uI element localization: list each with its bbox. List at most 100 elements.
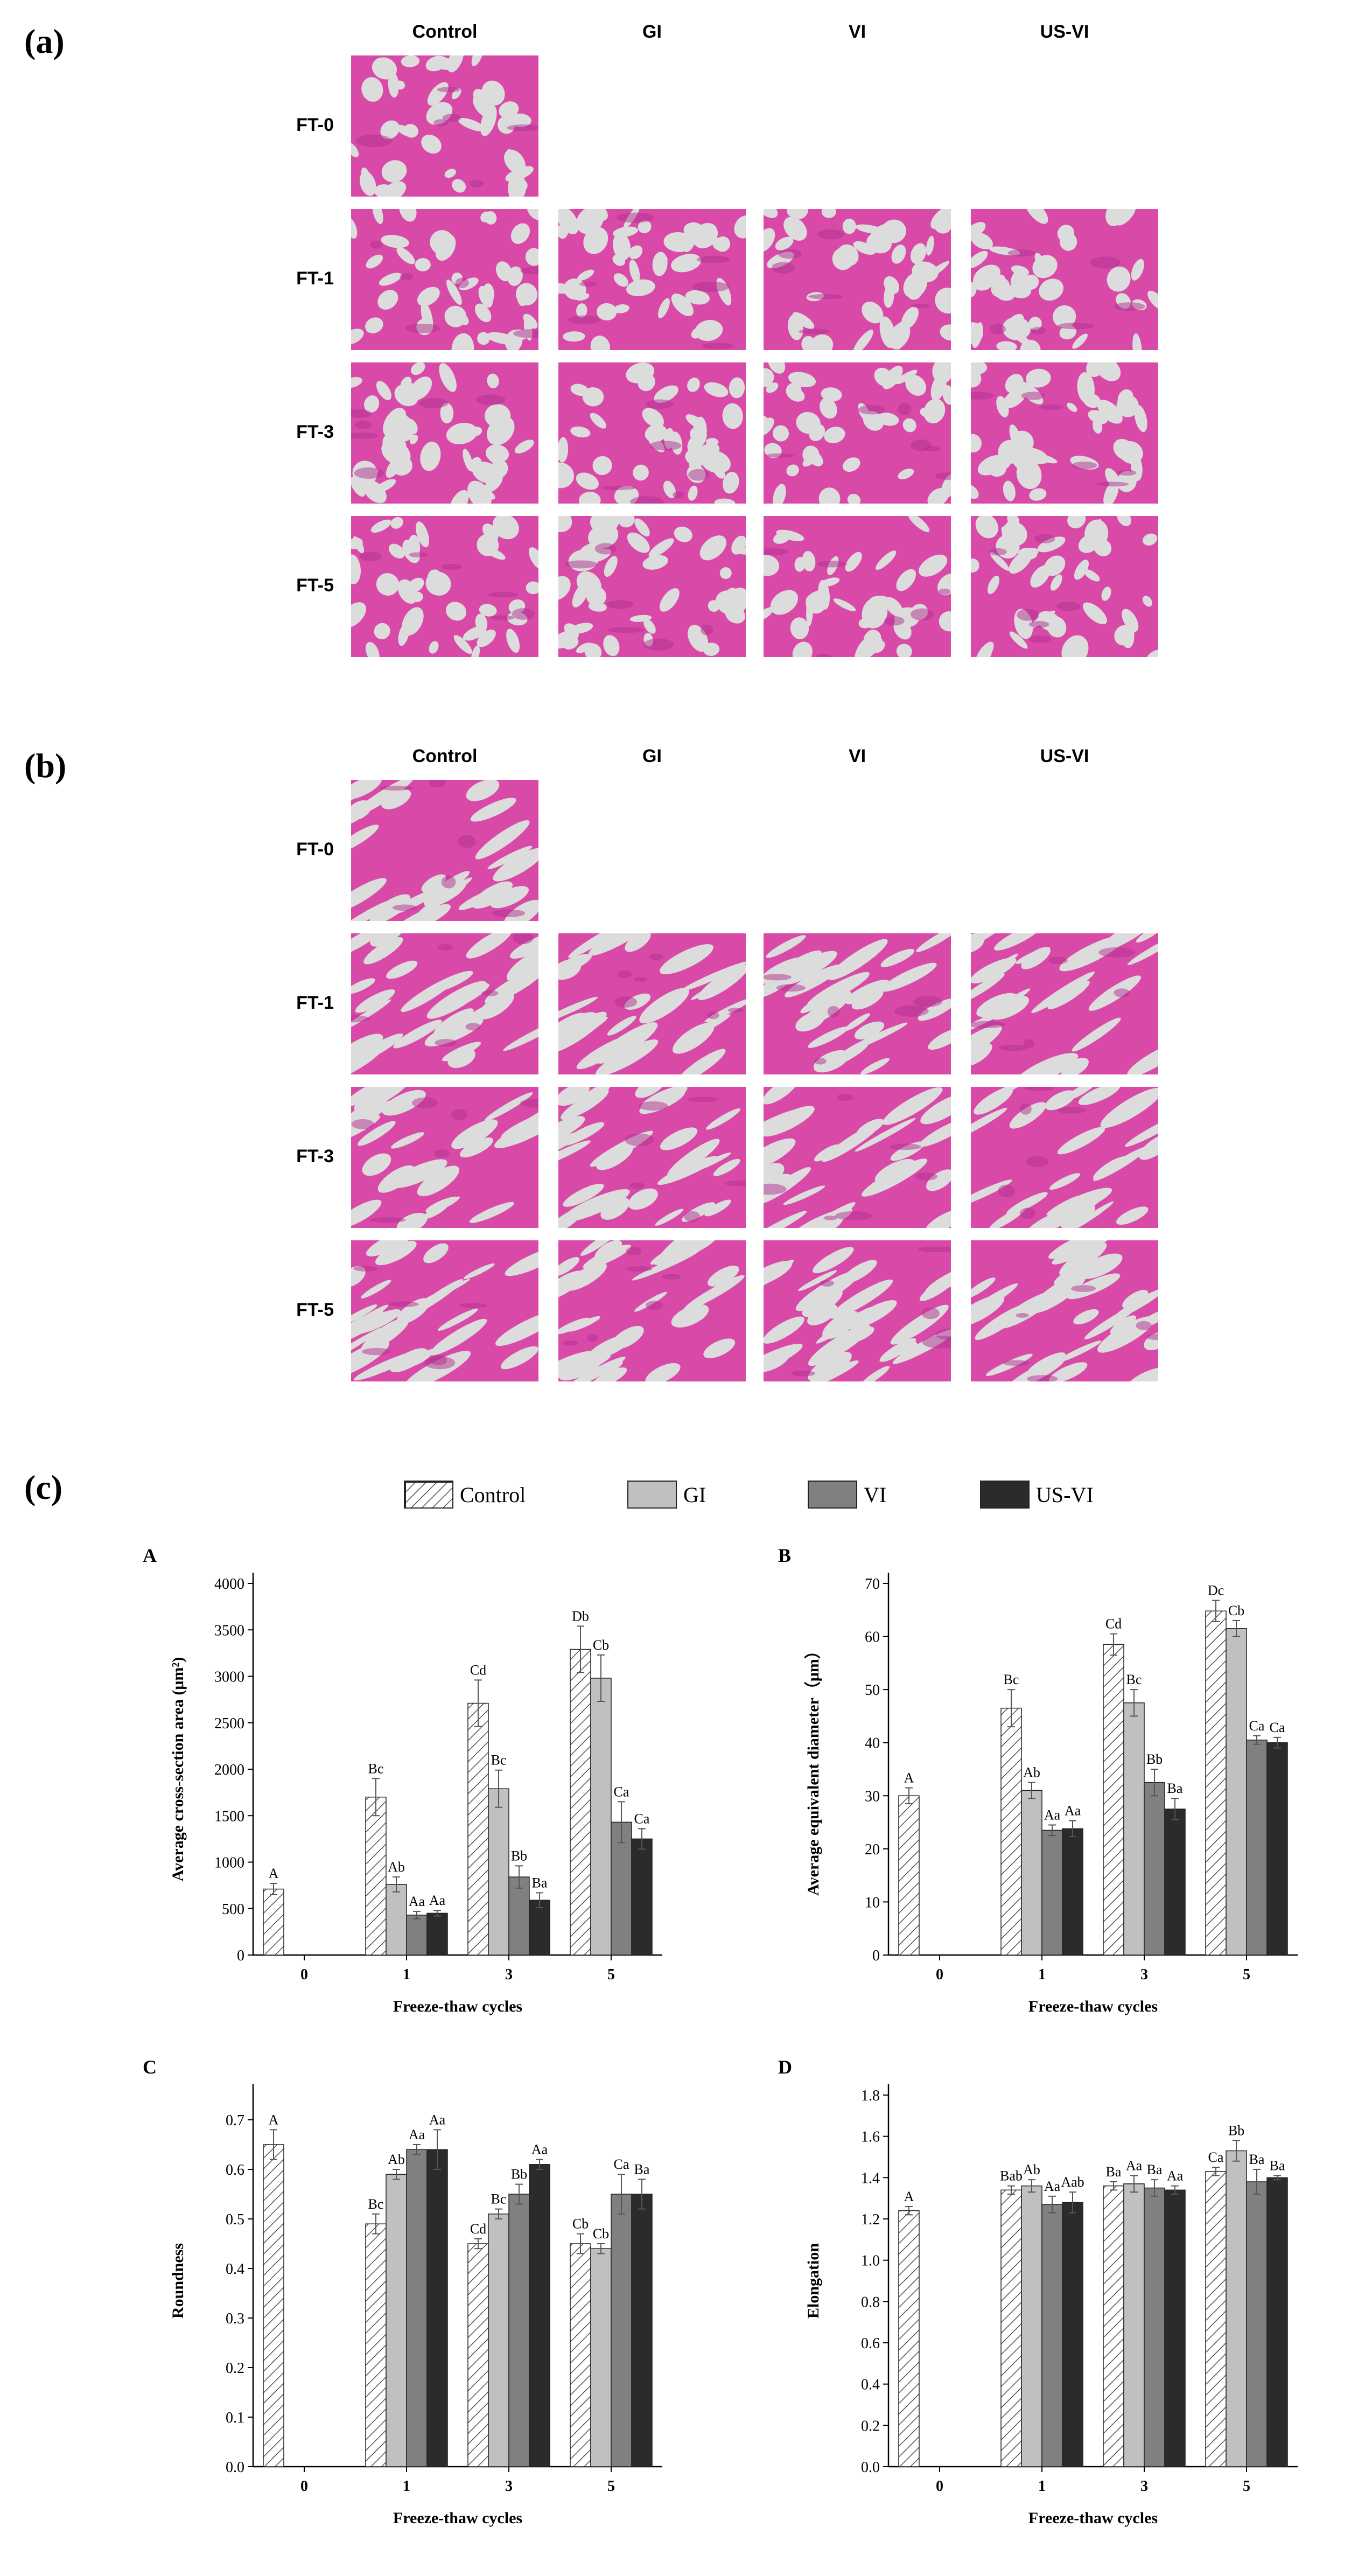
longitudinal-micrograph-ft-3-vi bbox=[764, 1087, 951, 1228]
y-axis-label: Elongation bbox=[804, 2243, 822, 2319]
bar-vi-5 bbox=[1246, 1740, 1268, 1956]
bar-control-0 bbox=[898, 2210, 920, 2467]
significance-label-gi-1: Ab bbox=[388, 1859, 405, 1875]
transverse-micrograph-ft-5-control bbox=[351, 516, 538, 657]
significance-label-us-vi-3: Aa bbox=[1167, 2168, 1184, 2184]
significance-label-control-1: Bab bbox=[1000, 2168, 1023, 2184]
bar-gi-1 bbox=[1021, 1790, 1042, 1956]
x-axis-label: Freeze-thaw cycles bbox=[393, 1998, 522, 2015]
significance-label-vi-5: Ba bbox=[1249, 2152, 1265, 2167]
y-tick-label: 0.8 bbox=[861, 2294, 880, 2310]
significance-label-control-5: Cb bbox=[572, 2216, 589, 2232]
bar-vi-1 bbox=[1041, 2204, 1063, 2467]
y-tick-label: 0.1 bbox=[226, 2410, 244, 2426]
panel-label-c: (c) bbox=[24, 1468, 63, 1506]
transverse-row-header-ft-3: FT-3 bbox=[296, 422, 334, 442]
bar-us-vi-1 bbox=[1062, 1828, 1083, 1956]
legend-swatch-control bbox=[404, 1481, 453, 1509]
x-tick-label: 3 bbox=[505, 1966, 513, 1983]
significance-label-control-5: Dc bbox=[1208, 1583, 1224, 1598]
longitudinal-micrograph-ft-1-us-vi bbox=[971, 933, 1158, 1074]
bar-control-5 bbox=[1205, 1610, 1227, 1956]
panel-label-b: (b) bbox=[24, 746, 67, 785]
y-tick-label: 40 bbox=[865, 1735, 880, 1752]
bar-control-0 bbox=[898, 1795, 920, 1956]
x-tick-label: 3 bbox=[1140, 1966, 1148, 1983]
y-tick-label: 70 bbox=[865, 1576, 880, 1593]
significance-label-gi-3: Aa bbox=[1126, 2158, 1143, 2174]
significance-label-control-0: A bbox=[904, 2189, 914, 2204]
chart-panel-letter: B bbox=[778, 1545, 791, 1566]
transverse-row-header-ft-1: FT-1 bbox=[296, 268, 334, 289]
significance-label-control-0: A bbox=[269, 2112, 279, 2127]
legend-item-us-vi: US-VI bbox=[980, 1478, 1094, 1511]
transverse-row-header-ft-5: FT-5 bbox=[296, 575, 334, 596]
longitudinal-micrograph-ft-0-control bbox=[351, 780, 538, 921]
significance-label-gi-1: Ab bbox=[1023, 1765, 1040, 1781]
longitudinal-micrograph-ft-3-gi bbox=[558, 1087, 746, 1228]
significance-label-gi-3: Bc bbox=[491, 2191, 507, 2207]
longitudinal-micrograph-ft-5-gi bbox=[558, 1240, 746, 1381]
longitudinal-row-header-ft-5: FT-5 bbox=[296, 1300, 334, 1320]
bar-gi-1 bbox=[386, 2174, 407, 2467]
longitudinal-column-header-vi: VI bbox=[848, 746, 866, 766]
bar-gi-1 bbox=[1021, 2185, 1042, 2467]
transverse-micrograph-ft-5-vi bbox=[764, 516, 951, 657]
bar-vi-1 bbox=[1041, 1830, 1063, 1956]
bar-us-vi-5 bbox=[631, 2194, 653, 2467]
significance-label-us-vi-3: Aa bbox=[531, 2142, 548, 2158]
significance-label-gi-5: Cb bbox=[593, 1637, 609, 1653]
y-tick-label: 0.6 bbox=[861, 2335, 880, 2352]
bar-vi-3 bbox=[508, 1876, 530, 1956]
x-axis-label: Freeze-thaw cycles bbox=[1028, 1998, 1158, 2015]
bar-vi-1 bbox=[406, 2149, 428, 2467]
bar-control-3 bbox=[1103, 1644, 1124, 1956]
significance-label-vi-1: Aa bbox=[1044, 2179, 1061, 2194]
significance-label-control-3: Cd bbox=[470, 1662, 486, 1678]
transverse-micrograph-ft-1-vi bbox=[764, 209, 951, 350]
y-tick-label: 3000 bbox=[214, 1669, 244, 1686]
bar-gi-1 bbox=[386, 1884, 407, 1956]
significance-label-control-1: Bc bbox=[1004, 1672, 1019, 1687]
x-tick-label: 0 bbox=[300, 2478, 308, 2495]
x-tick-label: 0 bbox=[936, 2478, 943, 2495]
x-tick-label: 5 bbox=[1243, 2478, 1250, 2495]
significance-label-control-3: Ba bbox=[1106, 2164, 1122, 2180]
y-tick-label: 20 bbox=[865, 1841, 880, 1858]
chart-b-equivalent-diameter: B 0 10 20 30 40 50 60 70 Average equivalent diame… bbox=[770, 1545, 1314, 2033]
bar-gi-5 bbox=[590, 2248, 612, 2467]
significance-label-vi-3: Bb bbox=[511, 2167, 527, 2182]
y-tick-label: 2500 bbox=[214, 1715, 244, 1732]
significance-label-us-vi-5: Ca bbox=[634, 1811, 650, 1826]
significance-label-control-1: Bc bbox=[368, 2196, 384, 2212]
chart-panel-letter: C bbox=[143, 2056, 157, 2078]
transverse-micrograph-ft-1-gi bbox=[558, 209, 746, 350]
transverse-micrograph-ft-3-us-vi bbox=[971, 362, 1158, 504]
longitudinal-micrograph-ft-1-control bbox=[351, 933, 538, 1074]
y-tick-label: 0.2 bbox=[861, 2418, 880, 2434]
y-tick-label: 30 bbox=[865, 1788, 880, 1805]
x-tick-label: 3 bbox=[1140, 2478, 1148, 2495]
bar-vi-3 bbox=[1144, 1782, 1165, 1956]
significance-label-control-5: Ca bbox=[1208, 2149, 1224, 2165]
y-tick-label: 0.4 bbox=[861, 2377, 880, 2393]
bar-control-3 bbox=[467, 1702, 489, 1956]
legend-swatch-vi bbox=[808, 1481, 857, 1509]
bar-control-5 bbox=[570, 2243, 591, 2467]
chart-svg: A 0 500 1000 1500 2000 2500 3000 3500 4000 Average… bbox=[143, 1545, 662, 2015]
bar-vi-5 bbox=[1246, 2181, 1268, 2467]
transverse-micrograph-ft-3-gi bbox=[558, 362, 746, 504]
chart-d-elongation: D 0.0 0.2 0.4 0.6 0.8 1.0 1.2 1.4 1.6 1.8 Elongatio… bbox=[770, 2056, 1314, 2545]
bar-us-vi-3 bbox=[529, 1900, 550, 1956]
significance-label-gi-5: Bb bbox=[1228, 2123, 1244, 2138]
y-tick-label: 0.2 bbox=[226, 2360, 244, 2377]
significance-label-us-vi-3: Ba bbox=[532, 1875, 548, 1890]
transverse-column-header-gi: GI bbox=[642, 22, 662, 42]
longitudinal-row-header-ft-0: FT-0 bbox=[296, 839, 334, 860]
significance-label-gi-5: Cb bbox=[1228, 1603, 1244, 1618]
longitudinal-row-header-ft-3: FT-3 bbox=[296, 1146, 334, 1167]
significance-label-gi-3: Bc bbox=[1126, 1672, 1142, 1687]
y-tick-label: 0.5 bbox=[226, 2211, 244, 2228]
significance-label-control-3: Cd bbox=[1105, 1616, 1122, 1632]
significance-label-vi-3: Bb bbox=[1146, 1751, 1163, 1767]
